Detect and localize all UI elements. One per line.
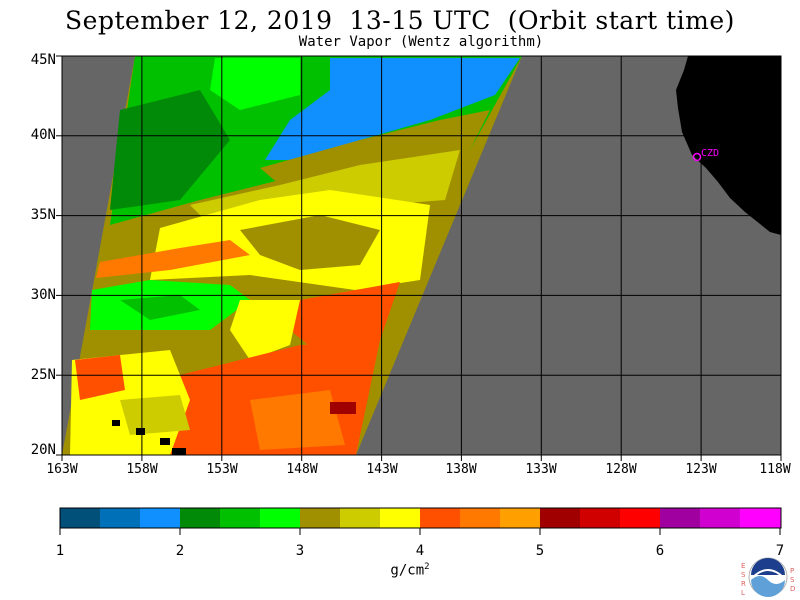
colorbar-swatch bbox=[60, 508, 101, 528]
lon-label-148w: 148W bbox=[286, 462, 318, 477]
map-frame bbox=[61, 55, 782, 456]
swath-olive-band bbox=[260, 110, 490, 185]
noaa-logo-icon bbox=[748, 557, 788, 597]
colorbar-ticks bbox=[59, 528, 781, 535]
colorbar-swatch bbox=[660, 508, 701, 528]
colorbar-swatch bbox=[220, 508, 261, 528]
colorbar-label-5: 5 bbox=[535, 543, 545, 559]
lon-label-128w: 128W bbox=[605, 462, 637, 477]
island-oahu bbox=[136, 428, 145, 435]
colorbar-swatch bbox=[540, 508, 581, 528]
swath-lightorange-south bbox=[250, 390, 345, 450]
chart-title: September 12, 2019 13-15 UTC (Orbit star… bbox=[65, 6, 735, 35]
swath-olive-southwest bbox=[120, 395, 190, 435]
colorbar-swatch bbox=[700, 508, 741, 528]
colorbar-label-4: 4 bbox=[415, 543, 425, 559]
land-north-america bbox=[676, 56, 781, 235]
lat-label-20n: 20N bbox=[30, 442, 56, 458]
lon-label-133w: 133W bbox=[525, 462, 557, 477]
lat-label-30n: 30N bbox=[30, 287, 56, 303]
colorbar-swatch bbox=[740, 508, 781, 528]
colorbar-swatch bbox=[300, 508, 341, 528]
colorbar-swatch bbox=[420, 508, 461, 528]
logo-letter-d: D bbox=[790, 585, 796, 593]
colorbar-swatch bbox=[260, 508, 301, 528]
axis-ticks bbox=[56, 55, 782, 461]
swath-darkred-spot bbox=[330, 402, 356, 414]
colorbar-label-2: 2 bbox=[175, 543, 185, 559]
logo-letter-e: E bbox=[741, 562, 746, 570]
logo-letter-s2: S bbox=[790, 576, 795, 584]
colorbar-swatch bbox=[340, 508, 381, 528]
colorbar-swatch bbox=[100, 508, 141, 528]
swath-orange-southwest bbox=[75, 355, 125, 400]
colorbar-swatch bbox=[180, 508, 221, 528]
colorbar-label-7: 7 bbox=[775, 543, 785, 559]
colorbar-label-1: 1 bbox=[55, 543, 65, 559]
lat-label-25n: 25N bbox=[30, 367, 56, 383]
colorbar-swatch bbox=[620, 508, 661, 528]
station-label: CZD bbox=[701, 148, 719, 159]
unit-exponent: 2 bbox=[424, 562, 430, 572]
colorbar-swatch bbox=[500, 508, 541, 528]
lat-label-40n: 40N bbox=[30, 127, 56, 143]
colorbar-unit-label: g/cm2 bbox=[380, 562, 440, 579]
swath-olive-mid bbox=[240, 215, 380, 270]
chart-subtitle: Water Vapor (Wentz algorithm) bbox=[298, 34, 544, 50]
grid-lines bbox=[62, 56, 781, 455]
colorbar-swatch bbox=[580, 508, 621, 528]
lon-label-138w: 138W bbox=[445, 462, 477, 477]
lon-label-158w: 158W bbox=[126, 462, 158, 477]
logo-letter-r: R bbox=[741, 580, 746, 588]
swath-yellow-mid bbox=[230, 300, 300, 360]
colorbar-label-3: 3 bbox=[295, 543, 305, 559]
station-marker-icon bbox=[692, 152, 702, 162]
logo-letter-s: S bbox=[741, 571, 746, 579]
island-hawaii bbox=[172, 448, 186, 455]
lat-label-45n: 45N bbox=[30, 52, 56, 68]
island-maui bbox=[160, 438, 170, 445]
colorbar-swatch bbox=[140, 508, 181, 528]
colorbar bbox=[60, 508, 781, 528]
island-kauai bbox=[112, 420, 120, 426]
colorbar-swatch bbox=[460, 508, 501, 528]
colorbar-label-6: 6 bbox=[655, 543, 665, 559]
swath-orange-streak bbox=[96, 240, 250, 278]
swath-blue-region bbox=[265, 58, 520, 160]
swath-brightgreen-region bbox=[210, 58, 300, 110]
unit-text: g/cm bbox=[390, 562, 425, 579]
lon-label-123w: 123W bbox=[685, 462, 717, 477]
colorbar-swatch bbox=[380, 508, 421, 528]
swath-darkgreen-region bbox=[110, 90, 230, 210]
lon-label-163w: 163W bbox=[46, 462, 78, 477]
lon-label-153w: 153W bbox=[206, 462, 238, 477]
logo-letter-p: P bbox=[790, 567, 795, 575]
swath-orange-east bbox=[290, 282, 400, 355]
swath-darkgreen-mid bbox=[120, 295, 200, 320]
lon-label-118w: 118W bbox=[759, 462, 791, 477]
lat-label-35n: 35N bbox=[30, 207, 56, 223]
lon-label-143w: 143W bbox=[366, 462, 398, 477]
logo-letter-l: L bbox=[741, 589, 745, 597]
